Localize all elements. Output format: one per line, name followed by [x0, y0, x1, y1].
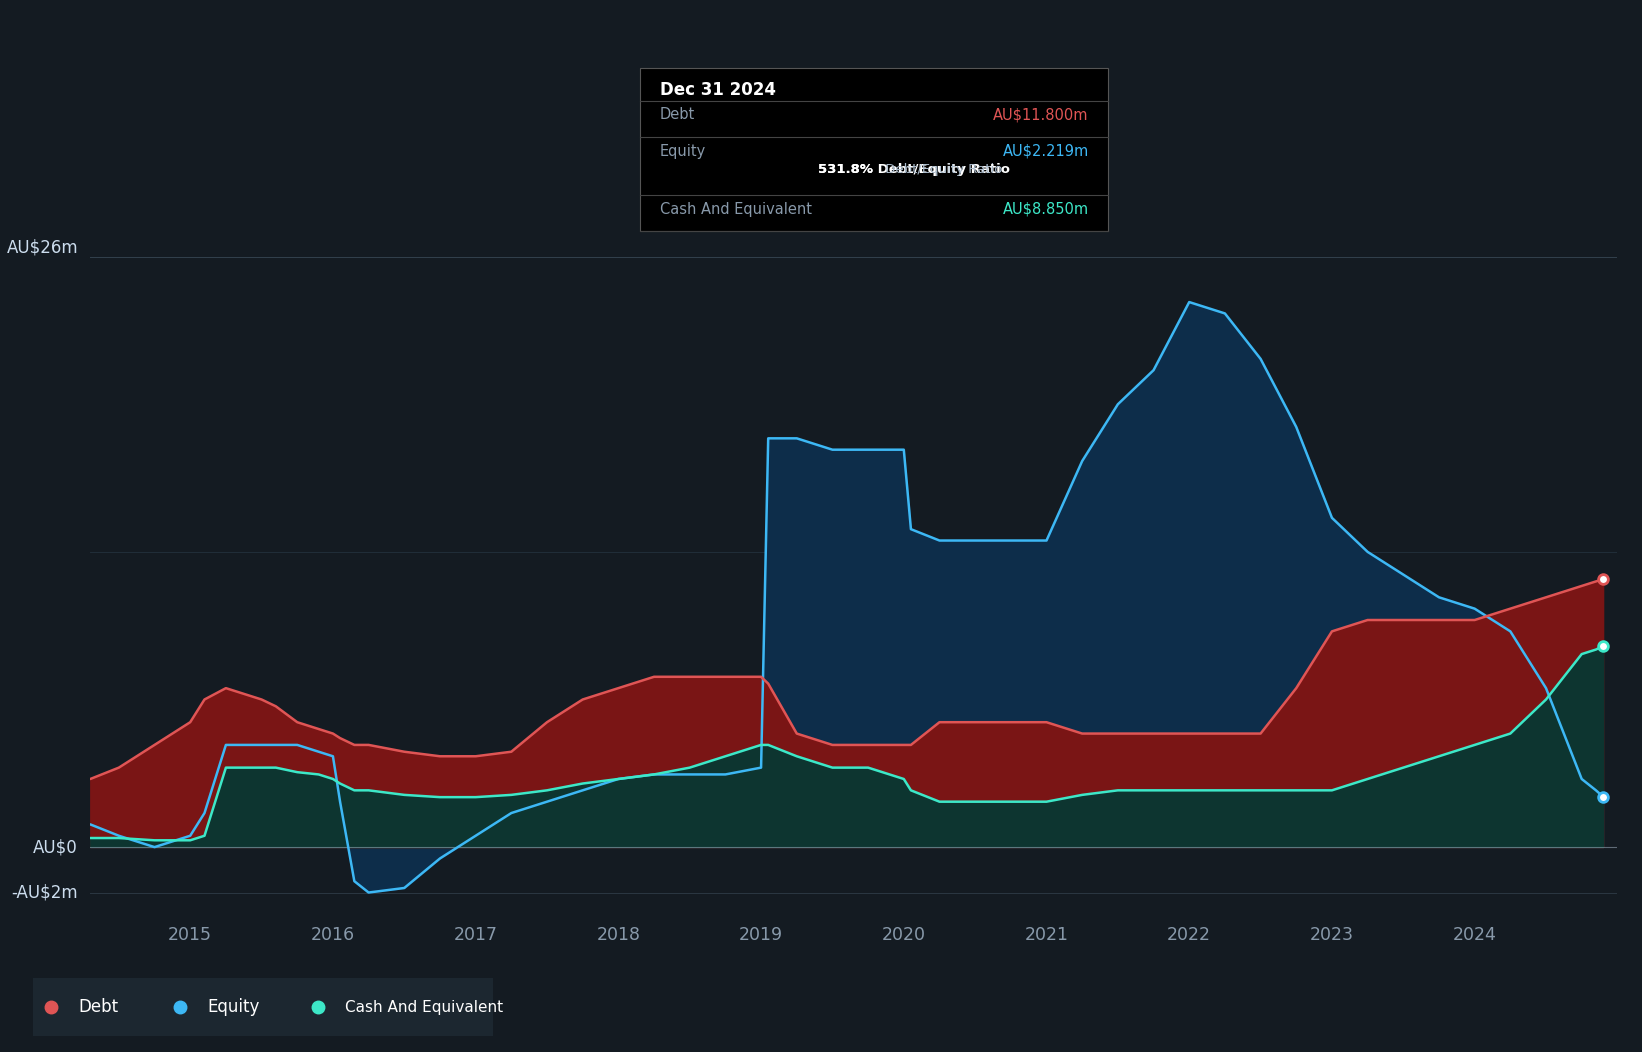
Text: Equity: Equity — [207, 998, 259, 1016]
Text: Cash And Equivalent: Cash And Equivalent — [345, 999, 504, 1015]
Text: Equity: Equity — [660, 143, 706, 159]
Text: Debt: Debt — [79, 998, 118, 1016]
Text: AU$2.219m: AU$2.219m — [1002, 143, 1089, 159]
Text: Debt: Debt — [660, 107, 695, 122]
Text: Dec 31 2024: Dec 31 2024 — [660, 81, 777, 99]
Text: -AU$2m: -AU$2m — [11, 884, 79, 902]
Text: AU$11.800m: AU$11.800m — [993, 107, 1089, 122]
Text: AU$0: AU$0 — [33, 838, 79, 856]
Text: AU$26m: AU$26m — [7, 239, 79, 257]
Text: AU$8.850m: AU$8.850m — [1003, 202, 1089, 217]
Text: 531.8% Debt/Equity Ratio: 531.8% Debt/Equity Ratio — [818, 163, 1010, 177]
Text: 531.8%: 531.8% — [818, 163, 874, 177]
Text: Debt/Equity Ratio: Debt/Equity Ratio — [880, 163, 1002, 177]
Text: Cash And Equivalent: Cash And Equivalent — [660, 202, 813, 217]
